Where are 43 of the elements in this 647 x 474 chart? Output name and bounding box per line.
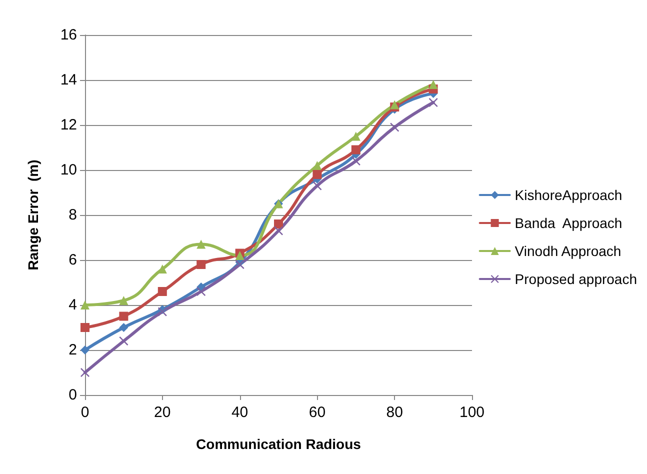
y-tick-label: 6 xyxy=(68,252,77,268)
point xyxy=(351,132,360,141)
point xyxy=(390,100,400,110)
x-axis-title: Communication Radious xyxy=(196,436,362,452)
point xyxy=(196,260,206,269)
point xyxy=(235,260,244,269)
x-tick-label: 60 xyxy=(308,404,326,421)
x-tick-label: 0 xyxy=(80,404,90,421)
y-tick-label: 4 xyxy=(68,296,77,314)
x-tick-label: 20 xyxy=(154,404,171,421)
point xyxy=(235,251,244,260)
point xyxy=(80,323,90,332)
point xyxy=(351,145,360,154)
point xyxy=(196,240,206,249)
legend-label: KishoreApproach xyxy=(514,187,622,203)
legend-label: Vinodh Approach xyxy=(514,243,622,259)
y-tick-label: 8 xyxy=(68,206,77,224)
point xyxy=(158,307,167,316)
y-axis-title: Range Error (m) xyxy=(25,160,41,270)
y-tick-label: 10 xyxy=(60,162,77,178)
x-tick-label: 80 xyxy=(386,404,403,421)
point xyxy=(119,336,128,346)
y-tick-label: 2 xyxy=(68,342,77,358)
point xyxy=(119,312,128,321)
legend-label: Proposed approach xyxy=(514,271,638,287)
legend-label: Banda Approach xyxy=(514,215,622,231)
point xyxy=(351,156,360,166)
point xyxy=(196,287,206,296)
y-tick-label: 12 xyxy=(60,116,77,134)
point xyxy=(119,296,128,305)
point xyxy=(274,220,283,228)
y-tick-label: 0 xyxy=(68,386,77,404)
point xyxy=(119,323,128,332)
point xyxy=(274,226,283,236)
x-tick-label: 40 xyxy=(231,404,248,421)
x-tick-label: 100 xyxy=(459,404,485,421)
point xyxy=(312,170,322,179)
point xyxy=(158,287,167,296)
point xyxy=(428,80,438,89)
y-tick-label: 14 xyxy=(60,72,77,88)
point xyxy=(428,98,438,107)
y-tick-label: 16 xyxy=(60,26,77,44)
point xyxy=(390,122,400,132)
